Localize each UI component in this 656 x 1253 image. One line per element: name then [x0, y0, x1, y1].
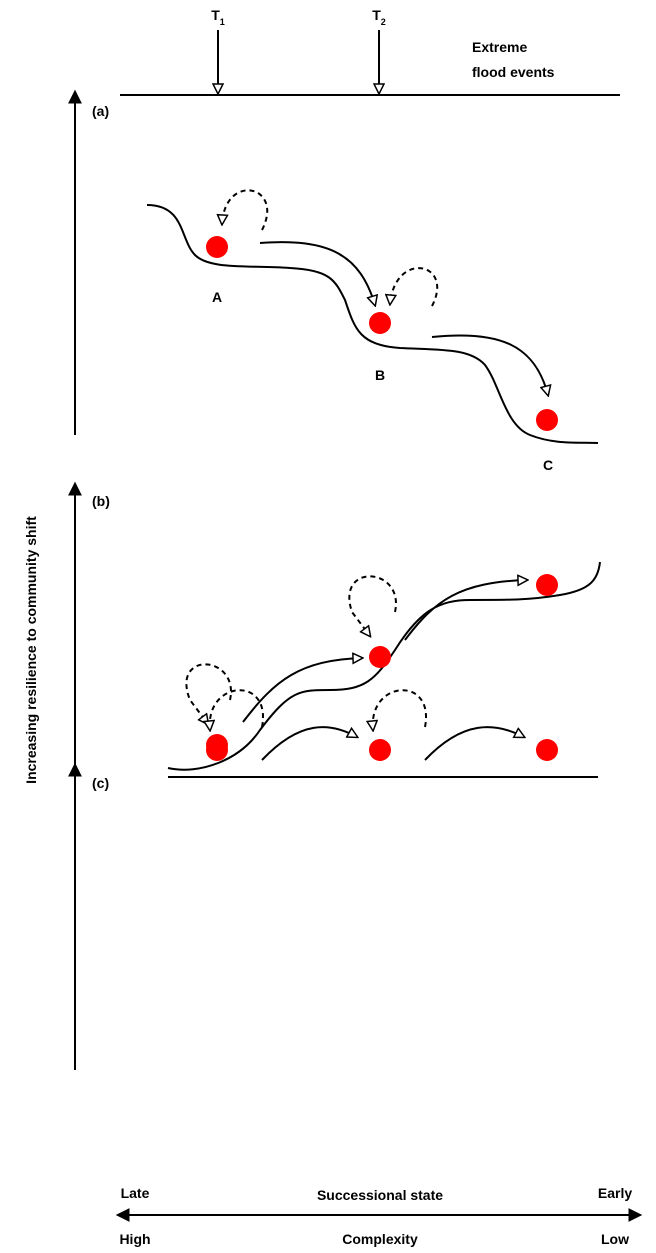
state-label: B: [375, 367, 385, 383]
loop: [348, 575, 397, 636]
axis-title: Successional state: [317, 1187, 443, 1203]
event-label: T2: [372, 7, 386, 27]
panel-label: (c): [92, 775, 109, 791]
state: [369, 739, 391, 761]
axis-title: Complexity: [342, 1231, 418, 1247]
loop: [222, 189, 269, 231]
axis-end-label: Low: [601, 1231, 629, 1247]
panel-label: (b): [92, 493, 110, 509]
state-label: A: [212, 289, 222, 305]
shift-arrow: [259, 241, 375, 305]
state: [206, 739, 228, 761]
loop: [210, 689, 265, 730]
panel-label: (a): [92, 103, 109, 119]
shift-arrow: [431, 334, 548, 395]
shift-arrow: [261, 726, 357, 761]
event-sub: 2: [381, 17, 386, 27]
landscape: [167, 561, 601, 771]
state: [536, 574, 558, 596]
event-label: T1: [211, 7, 225, 27]
state-label: C: [543, 457, 553, 473]
state: [536, 409, 558, 431]
state: [369, 312, 391, 334]
event-base: T: [372, 7, 381, 23]
event-sub: 1: [220, 17, 225, 27]
state: [536, 739, 558, 761]
state: [206, 236, 228, 258]
caption: Extreme: [472, 39, 527, 55]
landscape: [146, 204, 599, 444]
shift-arrow: [242, 658, 362, 723]
axis-end-label: High: [119, 1231, 150, 1247]
axis-end-label: Late: [121, 1185, 150, 1201]
shift-arrow: [424, 726, 524, 761]
state: [369, 646, 391, 668]
y-axis-label: Increasing resilience to community shift: [23, 516, 39, 784]
loop: [373, 689, 428, 730]
shift-arrow: [404, 580, 527, 641]
caption: flood events: [472, 64, 555, 80]
axis-end-label: Early: [598, 1185, 632, 1201]
loop: [390, 267, 439, 306]
event-base: T: [211, 7, 220, 23]
